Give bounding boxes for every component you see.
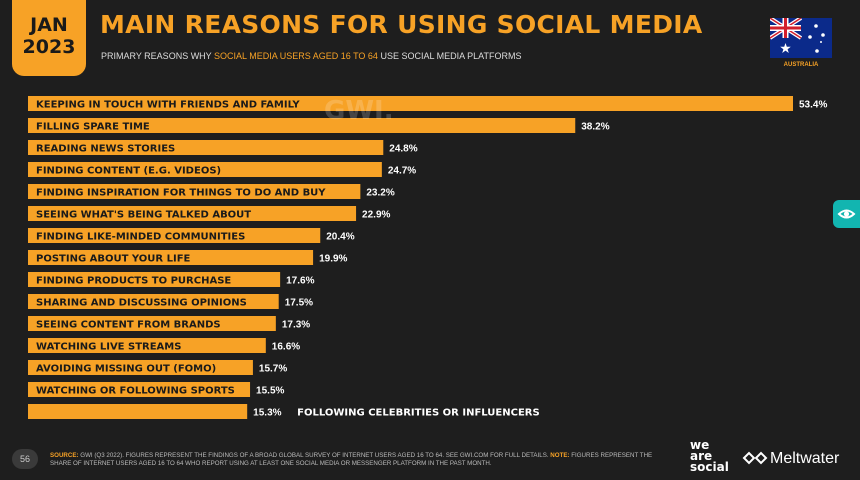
category-label: AVOIDING MISSING OUT (FOMO) [36,364,216,375]
bar [28,382,251,397]
category-label: SEEING WHAT'S BEING TALKED ABOUT [36,210,251,221]
value-label: 16.6% [272,342,300,353]
bar [28,250,314,265]
bar [28,184,361,199]
date-badge: JAN 2023 [12,0,86,76]
category-label: KEEPING IN TOUCH WITH FRIENDS AND FAMILY [36,100,300,111]
bar [28,96,793,111]
bar [28,294,279,309]
category-label: SEEING CONTENT FROM BRANDS [36,320,221,331]
value-label: 17.3% [282,320,310,331]
footnote: SOURCE: GWI (Q3 2022). FIGURES REPRESENT… [50,452,670,468]
category-label: FINDING CONTENT (E.G. VIDEOS) [36,166,221,177]
logo-we: we [690,438,710,452]
value-label: 53.4% [799,100,827,111]
we-are-social-logo: we are social [690,438,729,474]
value-label: 15.5% [256,386,284,397]
bar [28,228,321,243]
country-label: AUSTRALIA [783,62,819,68]
category-label: READING NEWS STORIES [36,144,175,155]
meltwater-wordmark: Meltwater [770,450,840,467]
badge-month: JAN [30,14,68,36]
category-label: WATCHING OR FOLLOWING SPORTS [36,386,235,397]
page-number: 56 [12,449,38,469]
note-key: NOTE: [550,452,570,459]
value-label: 17.6% [286,276,314,287]
category-label: FINDING INSPIRATION FOR THINGS TO DO AND… [36,188,326,199]
australia-flag-icon [770,18,832,58]
value-label: 24.7% [388,166,416,177]
logo-are: are [690,449,713,463]
note-text: FIGURES REPRESENT THE SHARE OF INTERNET … [50,452,653,467]
logo-social: social [690,460,729,474]
meltwater-logo: Meltwater [742,450,839,468]
subtitle-highlight: SOCIAL MEDIA USERS AGED 16 TO 64 [214,51,378,61]
value-label: 17.5% [285,298,313,309]
source-text: GWI (Q3 2022). FIGURES REPRESENT THE FIN… [78,452,551,459]
side-tab-button[interactable] [833,200,860,228]
bar [28,272,281,287]
subtitle-suffix: USE SOCIAL MEDIA PLATFORMS [377,51,522,61]
source-key: SOURCE: [50,452,79,459]
value-label: 38.2% [581,122,609,133]
category-label: POSTING ABOUT YOUR LIFE [36,254,191,265]
subtitle-prefix: PRIMARY REASONS WHY [101,51,215,61]
value-label: 15.7% [259,364,287,375]
category-label: FINDING LIKE-MINDED COMMUNITIES [36,232,245,243]
bar [28,140,384,155]
category-label: FINDING PRODUCTS TO PURCHASE [36,276,231,287]
value-label: 22.9% [362,210,390,221]
value-label: 15.3% [253,408,281,419]
meltwater-mark-icon [742,451,768,465]
page-subtitle: PRIMARY REASONS WHY SOCIAL MEDIA USERS A… [101,51,521,61]
badge-year: 2023 [22,36,76,58]
category-label: FILLING SPARE TIME [36,122,150,133]
category-label: FOLLOWING CELEBRITIES OR INFLUENCERS [297,408,540,419]
bar [28,162,382,177]
category-label: SHARING AND DISCUSSING OPINIONS [36,298,247,309]
value-label: 23.2% [366,188,394,199]
page-title: MAIN REASONS FOR USING SOCIAL MEDIA [100,10,703,39]
value-label: 24.8% [389,144,417,155]
value-label: 20.4% [326,232,354,243]
bar [28,206,357,221]
bar [28,338,266,353]
bar [28,118,576,133]
bar [28,316,276,331]
bar [28,404,248,419]
bar [28,360,253,375]
value-label: 19.9% [319,254,347,265]
eye-logo-icon [837,209,856,219]
category-label: WATCHING LIVE STREAMS [36,342,181,353]
